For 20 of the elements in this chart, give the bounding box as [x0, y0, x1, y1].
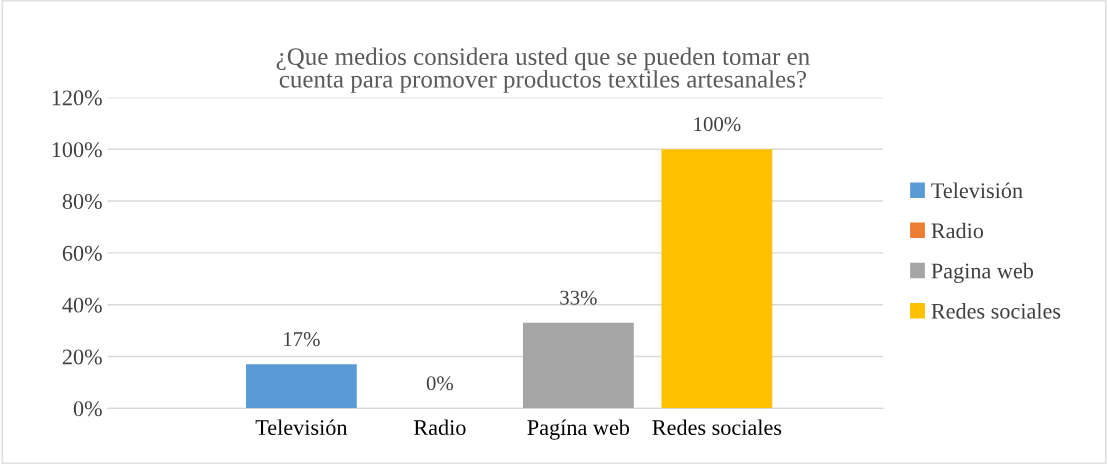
- data-label: 0%: [426, 376, 454, 391]
- legend-label: Televisión: [931, 182, 1023, 199]
- data-label: 17%: [284, 332, 320, 347]
- x-tick-label: Radio: [413, 419, 466, 436]
- y-tick-label: 100%: [52, 142, 102, 158]
- legend-label: Pagina web: [931, 262, 1034, 284]
- legend-label: Redes sociales: [931, 303, 1061, 319]
- y-tick-label: 20%: [62, 349, 102, 365]
- data-label: 33%: [560, 290, 597, 305]
- x-tick-label: Redes sociales: [652, 419, 782, 436]
- legend-label: Radio: [931, 222, 984, 239]
- x-tick-label: Pagína web: [527, 419, 630, 440]
- y-tick-label: 80%: [62, 194, 102, 210]
- x-tick-label: Televisión: [255, 419, 348, 436]
- data-label: 100%: [694, 117, 741, 132]
- chart-title: ¿Que medios considera usted que se pueden tomar en cuenta para promover productos textiles artesanales?: [276, 47, 810, 93]
- y-tick-label: 40%: [62, 297, 102, 313]
- y-tick-label: 120%: [52, 90, 102, 106]
- y-tick-label: 0%: [73, 401, 102, 417]
- y-tick-label: 60%: [62, 245, 102, 261]
